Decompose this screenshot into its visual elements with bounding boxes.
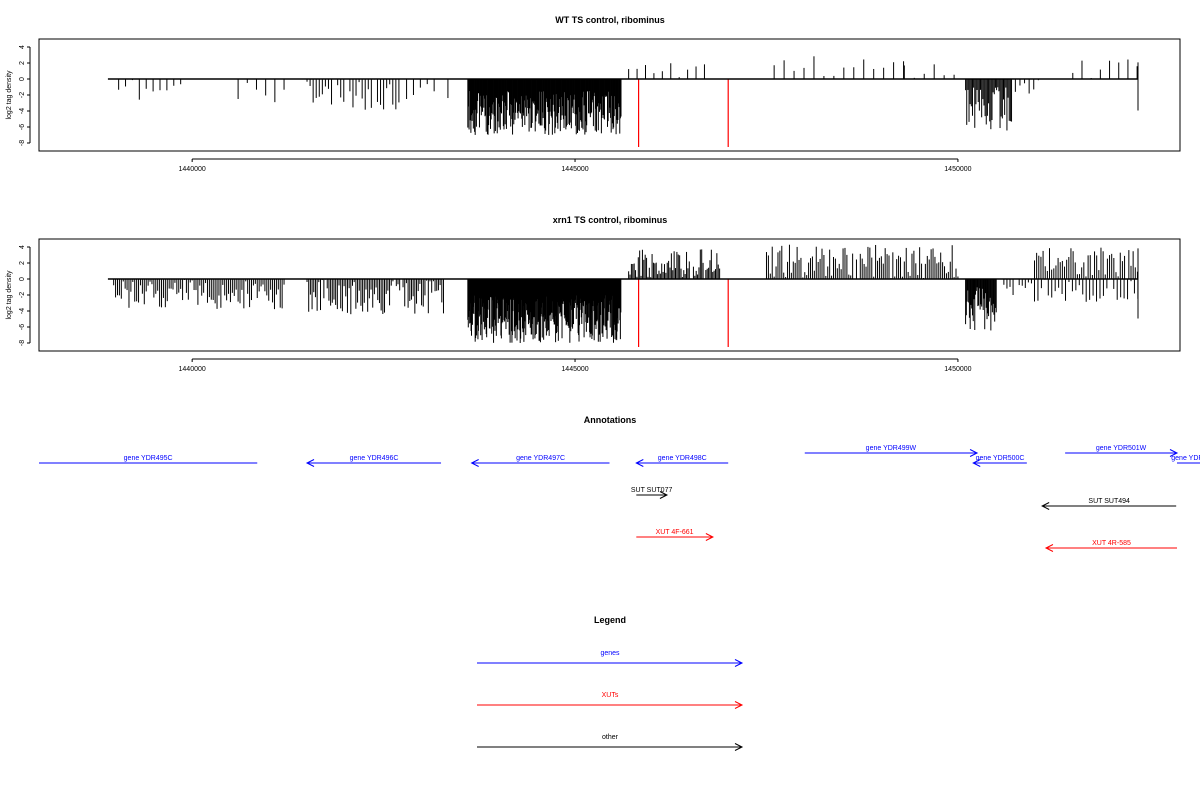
annotation-feature: gene YDR497C xyxy=(470,455,610,467)
annotation-feature: gene YDR495C xyxy=(39,455,258,464)
y-tick-label: 2 xyxy=(19,261,26,265)
annotation-feature: gene YDR496C xyxy=(305,455,442,467)
y-tick-label: 0 xyxy=(19,277,26,281)
y-axis-label: log2 tag density xyxy=(6,70,13,120)
y-tick-label: -2 xyxy=(19,292,26,298)
feature-label: gene YDR496C xyxy=(350,455,399,462)
feature-label: XUT 4R-585 xyxy=(1092,540,1131,547)
annotation-feature: gene YDR499W xyxy=(804,445,979,457)
legend-items: genes XUTs other xyxy=(477,650,744,751)
y-tick-label: 4 xyxy=(19,245,26,249)
y-tick-label: -6 xyxy=(19,324,26,330)
panel-title: WT TS control, ribominus xyxy=(555,15,665,25)
legend-label: other xyxy=(602,734,619,741)
y-tick-label: -2 xyxy=(19,92,26,98)
feature-label: XUT 4F-661 xyxy=(656,529,694,536)
arrow-icon xyxy=(470,459,479,467)
marker-lines xyxy=(637,279,729,347)
density-bars xyxy=(111,244,1139,343)
y-tick-label: -8 xyxy=(19,140,26,146)
x-axis: 1440000 1445000 1450000 xyxy=(179,158,972,173)
feature-label: gene YDR498C xyxy=(658,455,707,462)
y-tick-label: 2 xyxy=(19,61,26,65)
arrow-icon xyxy=(659,491,669,499)
y-tick-label: -4 xyxy=(19,108,26,114)
marker-lines xyxy=(637,79,729,147)
x-tick-label: 1445000 xyxy=(561,166,588,173)
arrow-icon xyxy=(969,449,979,457)
annotation-feature: SUT SUT077 xyxy=(631,487,673,499)
panel-title: xrn1 TS control, ribominus xyxy=(553,215,668,225)
annotation-feature: XUT 4F-661 xyxy=(636,529,714,541)
feature-label: SUT SUT494 xyxy=(1088,498,1130,505)
feature-label: gene YDR497C xyxy=(516,455,565,462)
x-tick-label: 1440000 xyxy=(179,166,206,173)
plot-frame xyxy=(38,238,1181,352)
x-axis: 1440000 1445000 1450000 xyxy=(179,358,972,373)
arrow-icon xyxy=(305,459,315,467)
feature-label: SUT SUT077 xyxy=(631,487,673,494)
arrow-icon xyxy=(734,659,744,667)
y-axis-label: log2 tag density xyxy=(6,270,13,320)
legend-label: XUTs xyxy=(602,692,619,699)
feature-label: gene YDR495C xyxy=(124,455,173,462)
feature-label: gene YDR501W xyxy=(1096,445,1147,452)
density-bars xyxy=(111,56,1139,135)
annotation-feature: gene YDR501W xyxy=(1065,445,1179,457)
wt-track-panel: WT TS control, ribominus log2 tag densit… xyxy=(6,15,1181,173)
arrow-icon xyxy=(734,743,744,751)
annotation-feature: gene YDR500C xyxy=(972,455,1027,467)
y-tick-label: -6 xyxy=(19,124,26,130)
y-tick-label: 4 xyxy=(19,45,26,49)
y-axis: 4 2 0 -2 -4 -6 -8 xyxy=(19,45,31,146)
legend-item: genes xyxy=(477,650,744,667)
legend-label: genes xyxy=(600,650,620,657)
annotation-feature: XUT 4R-585 xyxy=(1044,540,1177,552)
legend-item: other xyxy=(477,734,744,751)
y-tick-label: -4 xyxy=(19,308,26,314)
feature-label: gene YDR500C xyxy=(976,455,1025,462)
annotation-feature: gene YDR502C xyxy=(1171,455,1200,464)
arrow-icon xyxy=(1169,449,1179,457)
x-tick-label: 1440000 xyxy=(179,366,206,373)
y-tick-label: 0 xyxy=(19,77,26,81)
legend-title: Legend xyxy=(594,615,626,625)
annotation-features: gene YDR495C gene YDR496C gene YDR497C gene… xyxy=(39,445,1200,552)
annotations-panel: Annotations gene YDR495C gene YDR496C gene… xyxy=(39,415,1200,552)
arrow-icon xyxy=(1041,502,1050,510)
feature-label: gene YDR502C xyxy=(1171,455,1200,462)
legend: Legend genes XUTs other xyxy=(477,615,744,751)
arrow-icon xyxy=(972,459,981,467)
feature-label: gene YDR499W xyxy=(866,445,917,452)
y-axis: 4 2 0 -2 -4 -6 -8 xyxy=(19,245,31,346)
arrow-icon xyxy=(1044,544,1054,552)
x-tick-label: 1450000 xyxy=(944,166,971,173)
xrn1-track-panel: xrn1 TS control, ribominus log2 tag dens… xyxy=(6,215,1181,373)
legend-item: XUTs xyxy=(477,692,744,709)
plot-frame xyxy=(38,38,1181,152)
annotation-feature: SUT SUT494 xyxy=(1041,498,1177,510)
arrow-icon xyxy=(734,701,744,709)
arrow-icon xyxy=(705,533,714,541)
annotation-feature: gene YDR498C xyxy=(635,455,729,467)
x-tick-label: 1450000 xyxy=(944,366,971,373)
x-tick-label: 1445000 xyxy=(561,366,588,373)
arrow-icon xyxy=(635,459,644,467)
y-tick-label: -8 xyxy=(19,340,26,346)
annotations-title: Annotations xyxy=(584,415,637,425)
